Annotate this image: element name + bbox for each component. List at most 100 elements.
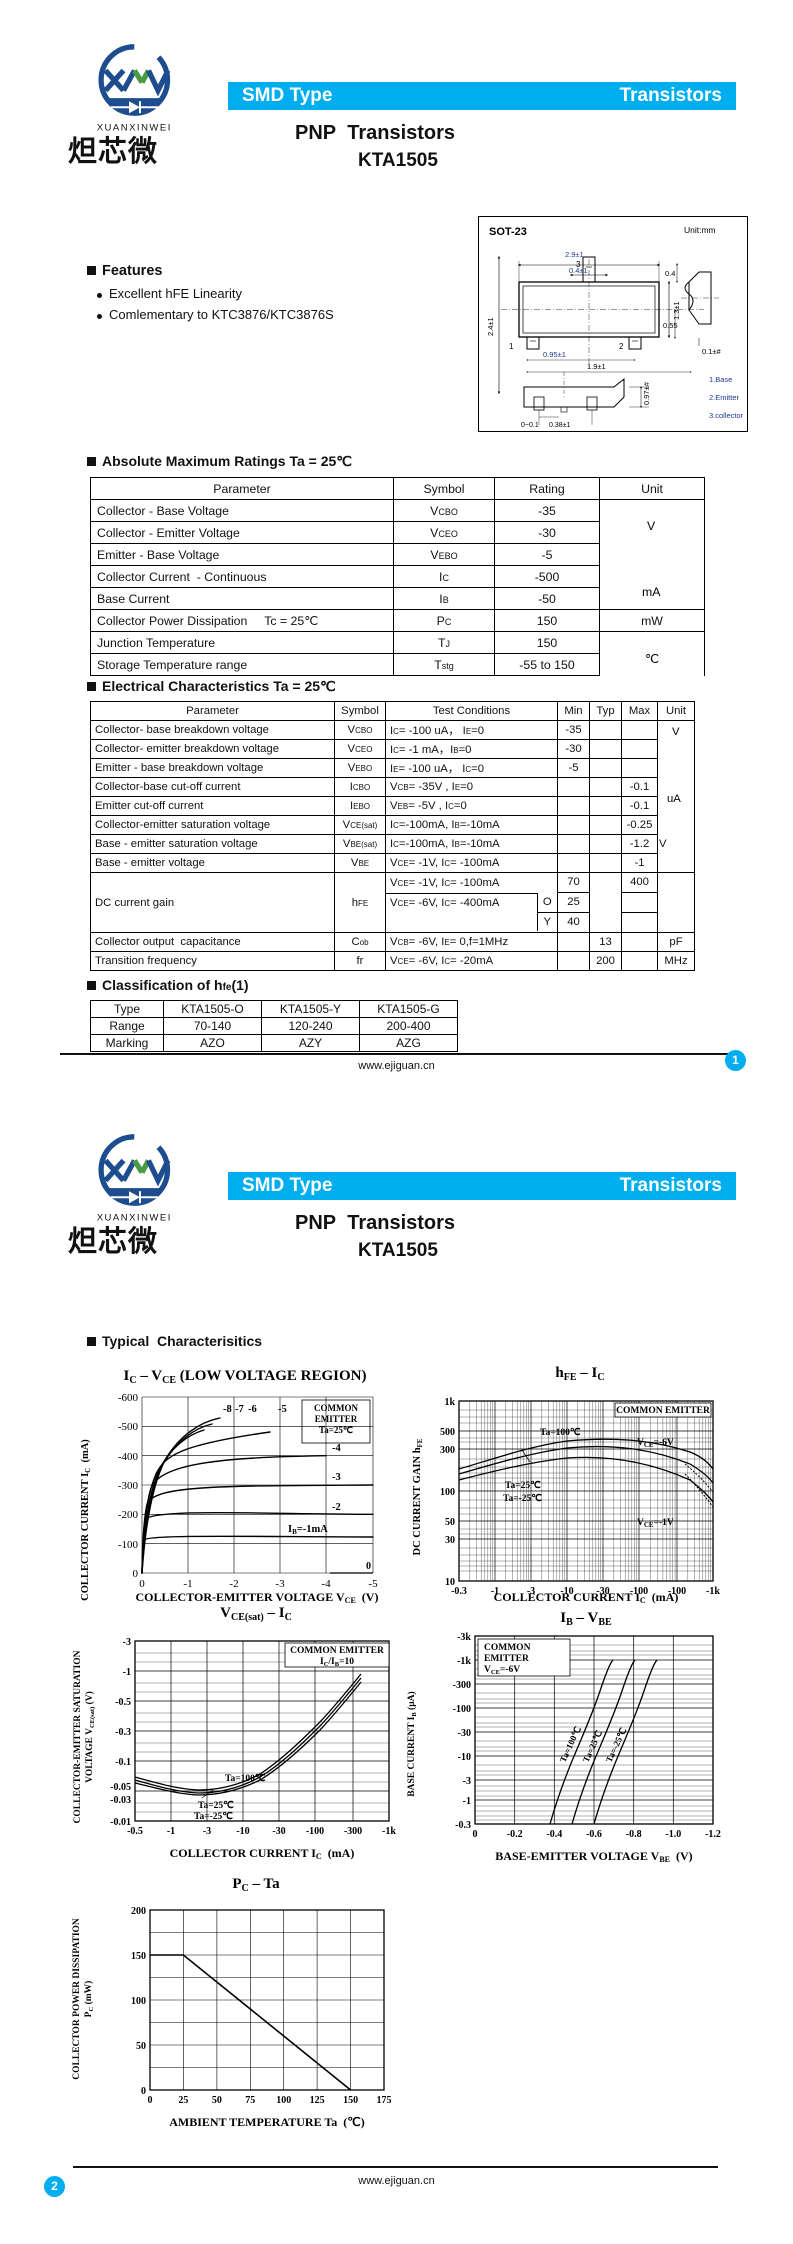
svg-text:200: 200: [131, 1906, 146, 1917]
svg-text:0~0.1: 0~0.1: [521, 422, 539, 429]
svg-text:-7: -7: [235, 1404, 244, 1415]
svg-text:Ta=-25℃: Ta=-25℃: [194, 1811, 233, 1822]
svg-text:Ta=25℃: Ta=25℃: [505, 1480, 541, 1491]
svg-text:-1.2: -1.2: [705, 1829, 721, 1840]
svg-text:-6: -6: [248, 1404, 257, 1415]
svg-text:50: 50: [445, 1517, 455, 1528]
svg-text:-0.1: -0.1: [115, 1757, 131, 1768]
svg-text:0.1±#: 0.1±#: [702, 347, 722, 356]
svg-text:0: 0: [133, 1568, 139, 1580]
svg-text:-100: -100: [453, 1704, 471, 1715]
svg-text:0: 0: [366, 1561, 371, 1572]
svg-text:1.9±1: 1.9±1: [587, 362, 606, 371]
svg-text:Ta=25℃: Ta=25℃: [198, 1800, 234, 1811]
svg-text:EMITTER: EMITTER: [484, 1654, 529, 1664]
svg-text:DC CURRENT GAIN hFE: DC CURRENT GAIN hFE: [412, 1438, 424, 1555]
svg-text:-5: -5: [278, 1404, 287, 1415]
svg-text:-0.05: -0.05: [110, 1782, 131, 1793]
svg-text:-0.8: -0.8: [626, 1829, 642, 1840]
svg-text:0: 0: [139, 1578, 145, 1590]
svg-text:-1: -1: [167, 1826, 175, 1837]
svg-text:25: 25: [178, 2095, 188, 2106]
svg-text:175: 175: [377, 2095, 392, 2106]
svg-text:PC – Ta: PC – Ta: [232, 1876, 280, 1894]
svg-text:COLLECTOR CURRENT IC (mA): COLLECTOR CURRENT IC (mA): [80, 1439, 92, 1601]
svg-text:IB=-1mA: IB=-1mA: [288, 1524, 328, 1536]
svg-text:-0.3: -0.3: [455, 1820, 471, 1831]
svg-text:1.Base: 1.Base: [709, 375, 732, 384]
svg-text:IC – VCE (LOW VOLTAGE REGION): IC – VCE (LOW VOLTAGE REGION): [124, 1368, 367, 1386]
svg-text:3.collector: 3.collector: [709, 411, 744, 420]
svg-text:0: 0: [141, 2086, 146, 2097]
svg-text:-100: -100: [306, 1826, 324, 1837]
svg-text:30: 30: [445, 1535, 455, 1546]
svg-text:Unit:mm: Unit:mm: [684, 225, 716, 235]
svg-text:VCE=-1V: VCE=-1V: [637, 1518, 674, 1529]
svg-text:Ta=25℃: Ta=25℃: [319, 1425, 353, 1435]
svg-text:PC (mW): PC (mW): [83, 1981, 95, 2018]
svg-text:-300: -300: [453, 1680, 471, 1691]
svg-text:VCE=-6V: VCE=-6V: [637, 1438, 674, 1449]
svg-text:-8: -8: [223, 1404, 232, 1415]
svg-text:-0.6: -0.6: [586, 1829, 602, 1840]
svg-text:-3: -3: [332, 1472, 341, 1483]
svg-text:COMMON: COMMON: [484, 1643, 531, 1653]
svg-text:100: 100: [131, 1996, 146, 2007]
svg-text:-10: -10: [236, 1826, 249, 1837]
svg-text:2: 2: [619, 342, 624, 351]
svg-text:-200: -200: [118, 1509, 139, 1521]
svg-text:0.97±#: 0.97±#: [642, 381, 651, 405]
svg-text:VOLTAGE VCE(sat) (V): VOLTAGE VCE(sat) (V): [84, 1691, 96, 1783]
svg-text:2.4±1: 2.4±1: [486, 317, 495, 336]
svg-text:BASE-EMITTER VOLTAGE VBE (V): BASE-EMITTER VOLTAGE VBE (V): [495, 1849, 692, 1864]
svg-text:-3k: -3k: [457, 1632, 471, 1643]
svg-text:2.Emitter: 2.Emitter: [709, 393, 740, 402]
svg-text:125: 125: [310, 2095, 325, 2106]
svg-text:-3: -3: [275, 1578, 285, 1590]
svg-text:-300: -300: [118, 1480, 139, 1492]
svg-text:-0.3: -0.3: [115, 1727, 131, 1738]
svg-text:0.4: 0.4: [665, 269, 675, 278]
svg-text:-4: -4: [321, 1578, 331, 1590]
svg-text:0.55: 0.55: [663, 321, 678, 330]
svg-text:COLLECTOR-EMITTER SATURATION: COLLECTOR-EMITTER SATURATION: [73, 1650, 83, 1823]
svg-text:-1.0: -1.0: [665, 1829, 681, 1840]
svg-text:Ta=-25℃: Ta=-25℃: [503, 1493, 542, 1504]
svg-text:-300: -300: [344, 1826, 362, 1837]
svg-text:1k: 1k: [444, 1397, 455, 1408]
svg-text:-3: -3: [463, 1776, 471, 1787]
svg-text:COMMON EMITTER: COMMON EMITTER: [290, 1646, 384, 1656]
svg-text:COMMON EMITTER: COMMON EMITTER: [616, 1406, 710, 1416]
svg-text:1.3±1: 1.3±1: [672, 301, 681, 320]
svg-text:-2: -2: [332, 1502, 341, 1513]
svg-text:-3: -3: [123, 1637, 131, 1648]
svg-text:-1: -1: [183, 1578, 192, 1590]
svg-text:-0.5: -0.5: [127, 1826, 143, 1837]
svg-text:150: 150: [131, 1951, 146, 1962]
svg-text:COLLECTOR CURRENT IC (mA): COLLECTOR CURRENT IC (mA): [170, 1846, 355, 1861]
svg-text:-2: -2: [229, 1578, 238, 1590]
svg-text:-500: -500: [118, 1421, 139, 1433]
svg-text:0: 0: [473, 1829, 478, 1840]
svg-text:0: 0: [148, 2095, 153, 2106]
svg-text:AMBIENT TEMPERATURE Ta (℃): AMBIENT TEMPERATURE Ta (℃): [169, 2115, 365, 2129]
svg-text:-30: -30: [272, 1826, 285, 1837]
svg-text:-100: -100: [118, 1539, 139, 1551]
svg-text:50: 50: [136, 2041, 146, 2052]
svg-text:75: 75: [245, 2095, 255, 2106]
svg-text:-1: -1: [463, 1796, 471, 1807]
svg-text:-1: -1: [123, 1667, 131, 1678]
svg-text:-400: -400: [118, 1451, 139, 1463]
svg-text:-4: -4: [332, 1443, 341, 1454]
svg-text:-0.03: -0.03: [110, 1795, 131, 1806]
svg-text:0.38±1: 0.38±1: [549, 422, 570, 429]
svg-text:-30: -30: [458, 1728, 471, 1739]
svg-text:VCE=-6V: VCE=-6V: [484, 1665, 520, 1676]
svg-text:0.4±1: 0.4±1: [569, 266, 588, 275]
svg-text:1: 1: [509, 342, 514, 351]
svg-text:-5: -5: [368, 1578, 378, 1590]
svg-text:Ta=100℃: Ta=100℃: [225, 1773, 266, 1784]
svg-text:2.9±1: 2.9±1: [565, 250, 584, 259]
svg-text:SOT-23: SOT-23: [489, 226, 527, 238]
svg-text:100: 100: [276, 2095, 291, 2106]
